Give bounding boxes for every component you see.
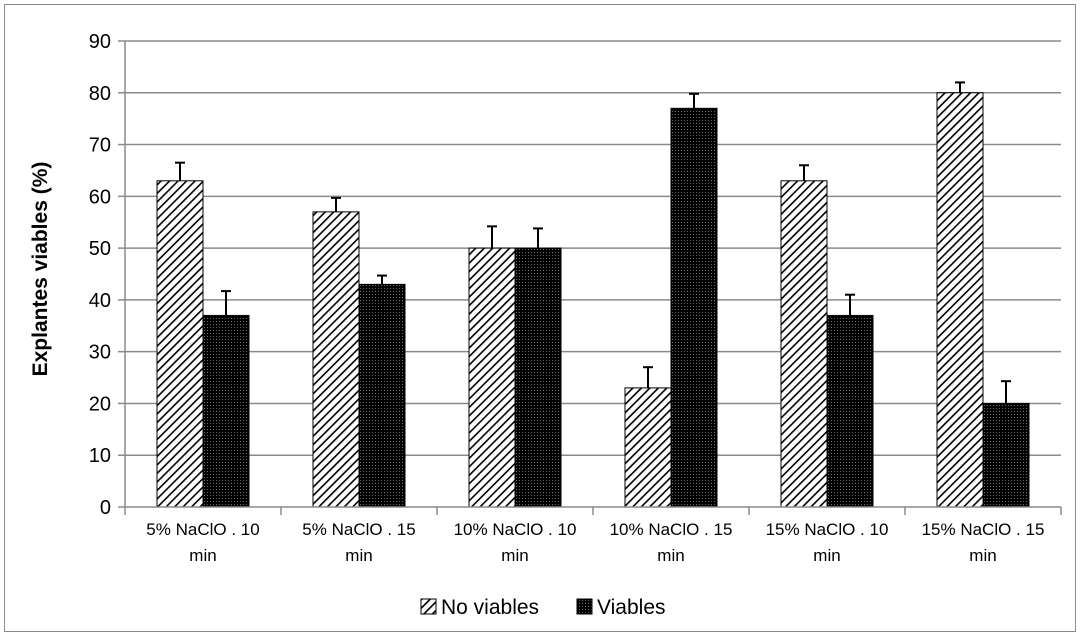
x-category-label: min	[189, 546, 216, 565]
x-category-label: min	[813, 546, 840, 565]
bar-no-viables	[624, 387, 672, 508]
labels: 0 10 20 30 40 50 60 70 80 90 5% NaClO . 10 min 5% Na…	[89, 31, 1045, 565]
bar-viables	[826, 314, 874, 508]
x-category-label: 10% NaClO . 10	[454, 520, 577, 539]
y-tick-label: 80	[89, 83, 111, 105]
x-category-label: min	[345, 546, 372, 565]
y-tick-label: 30	[89, 342, 111, 364]
bar-viables	[670, 107, 718, 508]
bar-no-viables	[156, 180, 204, 508]
axes	[118, 40, 1062, 515]
x-category-label: 15% NaClO . 10	[766, 520, 889, 539]
bar-no-viables	[468, 247, 516, 508]
bar-no-viables	[780, 180, 828, 508]
bar-no-viables	[312, 211, 360, 508]
bar-viables	[514, 247, 562, 508]
y-tick-label: 10	[89, 445, 111, 467]
y-tick-label: 50	[89, 238, 111, 260]
x-category-label: min	[969, 546, 996, 565]
legend-swatch-viables	[576, 598, 593, 615]
x-category-label: min	[501, 546, 528, 565]
x-category-label: 5% NaClO . 15	[302, 520, 415, 539]
chart-frame: 0 10 20 30 40 50 60 70 80 90 5% NaClO . 10 min 5% Na…	[4, 4, 1076, 632]
bars	[156, 81, 1030, 508]
bar-no-viables	[936, 92, 984, 508]
x-category-label: 5% NaClO . 10	[146, 520, 259, 539]
y-tick-label: 40	[89, 290, 111, 312]
x-category-label: 15% NaClO . 15	[922, 520, 1045, 539]
x-category-label: 10% NaClO . 15	[610, 520, 733, 539]
y-axis-title: Explantes viables (%)	[29, 162, 52, 377]
y-tick-label: 60	[89, 186, 111, 208]
legend-swatch-no-viables	[420, 598, 437, 615]
bar-viables	[982, 402, 1030, 508]
legend: No viables Viables	[420, 596, 666, 619]
x-category-label: min	[657, 546, 684, 565]
y-tick-label: 70	[89, 135, 111, 157]
bar-chart: 0 10 20 30 40 50 60 70 80 90 5% NaClO . 10 min 5% Na…	[29, 31, 1062, 619]
y-tick-label: 0	[100, 497, 111, 519]
legend-label-no-viables: No viables	[441, 596, 539, 619]
y-tick-label: 90	[89, 31, 111, 53]
legend-label-viables: Viables	[597, 596, 666, 619]
gridlines	[125, 40, 1061, 456]
bar-viables	[358, 283, 406, 508]
y-tick-label: 20	[89, 393, 111, 415]
bar-viables	[202, 314, 250, 508]
